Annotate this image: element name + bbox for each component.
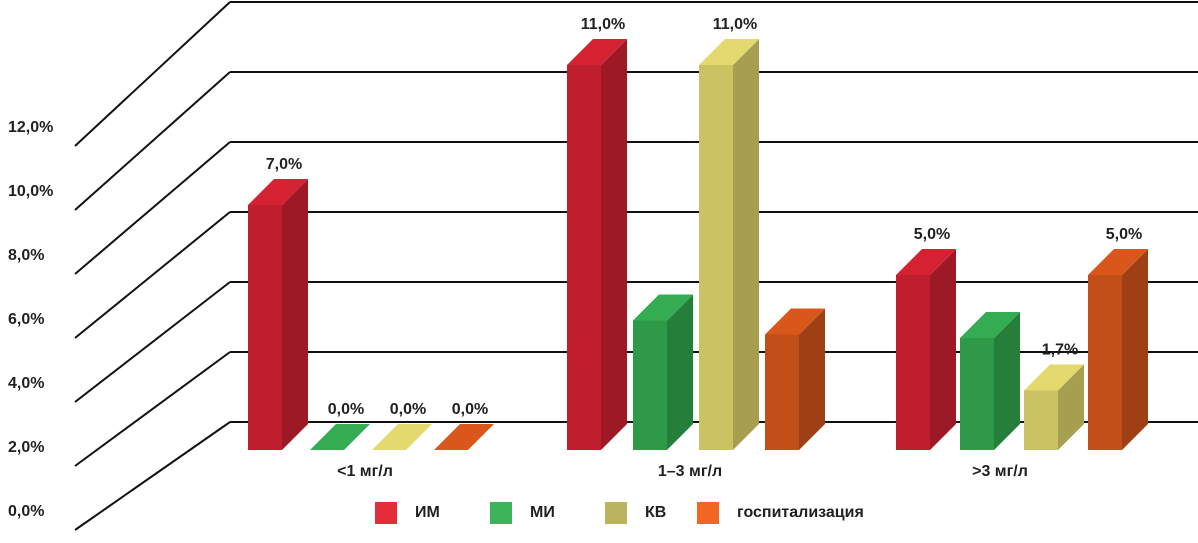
value-label: 1,7%: [1042, 342, 1078, 359]
y-tick-label: 0,0%: [8, 503, 44, 520]
legend-label: МИ: [530, 504, 555, 521]
grid-line-side: [74, 141, 231, 275]
bar: [434, 424, 494, 450]
legend-label: госпитализация: [737, 504, 864, 521]
value-label: 11,0%: [713, 16, 757, 33]
bar-side: [1058, 364, 1084, 450]
bar-top: [372, 424, 432, 450]
bar-front: [960, 338, 994, 450]
bar-side: [799, 308, 825, 450]
legend-swatch: [490, 502, 512, 524]
bar: [896, 249, 956, 450]
bar: [960, 312, 1020, 450]
value-label: 5,0%: [1106, 226, 1142, 243]
bar-side: [282, 179, 308, 450]
y-tick-label: 10,0%: [8, 183, 53, 200]
x-tick-label: <1 мг/л: [337, 463, 393, 480]
y-tick-label: 2,0%: [8, 439, 44, 456]
bar-top: [765, 308, 825, 335]
bar: [372, 424, 432, 450]
grid-line-side: [74, 71, 231, 211]
legend-swatch: [375, 502, 397, 524]
bar-front: [1024, 390, 1058, 450]
bar-top: [434, 424, 494, 450]
bar-side: [601, 39, 627, 450]
value-label: 0,0%: [328, 401, 364, 418]
legend-label: КВ: [645, 504, 666, 521]
bar-side: [733, 39, 759, 450]
bar: [567, 39, 627, 450]
bar-side: [667, 294, 693, 450]
bar-front: [896, 275, 930, 450]
bar-front: [765, 334, 799, 450]
bar-top: [1024, 364, 1084, 391]
grid-line-side: [74, 421, 231, 531]
value-label: 5,0%: [914, 226, 950, 243]
bar-top: [896, 249, 956, 275]
bar-front: [699, 65, 733, 450]
value-label: 0,0%: [452, 401, 488, 418]
bar-side: [930, 249, 956, 450]
legend-swatch: [605, 502, 627, 524]
grid-line-side: [74, 1, 231, 147]
bar-top: [699, 39, 759, 65]
legend-swatch: [697, 502, 719, 524]
bar: [1088, 249, 1148, 450]
bar-top: [310, 424, 370, 450]
bar-side: [994, 312, 1020, 450]
bar: [765, 308, 825, 450]
legend-label: ИМ: [415, 504, 440, 521]
bar: [633, 294, 693, 450]
bar: [1024, 364, 1084, 450]
bar-top: [248, 179, 308, 205]
bar-front: [248, 205, 282, 450]
bar-top: [567, 39, 627, 65]
bar-front: [1088, 275, 1122, 450]
y-tick-label: 12,0%: [8, 119, 53, 136]
value-label: 11,0%: [581, 16, 625, 33]
grid-line-side: [74, 281, 231, 403]
bar-front: [567, 65, 601, 450]
y-tick-label: 6,0%: [8, 311, 44, 328]
bar: [310, 424, 370, 450]
x-tick-label: 1–3 мг/л: [658, 463, 722, 480]
y-tick-label: 4,0%: [8, 375, 44, 392]
bar-top: [1088, 249, 1148, 275]
grid-line-side: [74, 351, 231, 467]
bar-top: [633, 294, 693, 321]
value-label: 7,0%: [266, 156, 302, 173]
bar-side: [1122, 249, 1148, 450]
value-label: 0,0%: [390, 401, 426, 418]
x-tick-label: >3 мг/л: [972, 463, 1028, 480]
bar-top: [960, 312, 1020, 338]
bar: [699, 39, 759, 450]
y-tick-label: 8,0%: [8, 247, 44, 264]
bar: [248, 179, 308, 450]
bar-front: [633, 320, 667, 450]
grid-line-side: [74, 211, 231, 339]
